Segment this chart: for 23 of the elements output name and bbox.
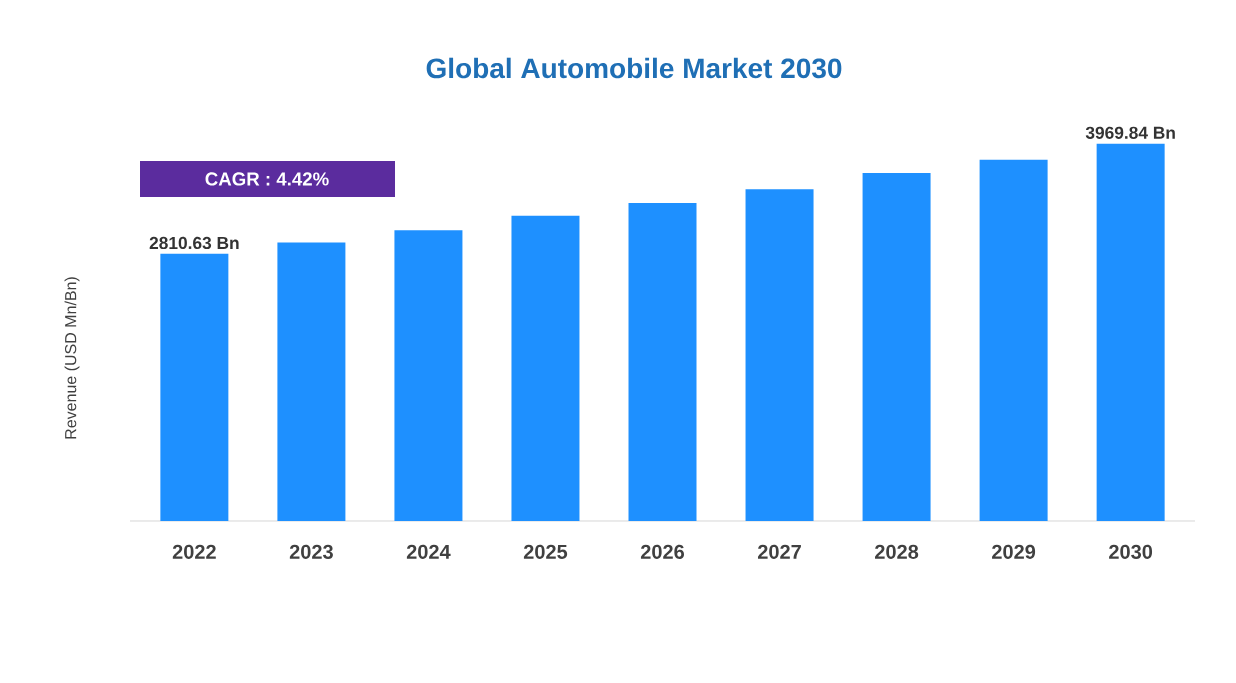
x-tick-label: 2026 [640, 544, 685, 559]
chart-title: Global Automobile Market 2030 [426, 57, 842, 79]
bar [277, 242, 346, 521]
bar [745, 189, 814, 521]
bar [160, 253, 229, 521]
x-tick-label: 2023 [289, 544, 333, 559]
y-axis-title: Revenue (USD Mn/Bn) [64, 277, 80, 439]
x-tick-label: 2022 [172, 544, 216, 559]
data-label: 3969.84 Bn [1085, 126, 1175, 139]
data-label: 2810.63 Bn [149, 236, 239, 250]
x-tick-label: 2028 [875, 544, 919, 559]
x-tick-label: 2025 [523, 544, 568, 559]
x-tick-label: 2030 [1109, 544, 1153, 559]
x-tick-label: 2024 [406, 544, 451, 559]
bar [862, 173, 931, 521]
bar [628, 203, 697, 521]
bar [1096, 143, 1165, 521]
bar [394, 230, 463, 521]
x-tick-label: 2029 [992, 544, 1036, 559]
x-tick-label: 2027 [757, 544, 801, 559]
bar [979, 159, 1048, 521]
bar [511, 215, 580, 521]
annotation: CAGR : 4.42% [205, 172, 329, 186]
